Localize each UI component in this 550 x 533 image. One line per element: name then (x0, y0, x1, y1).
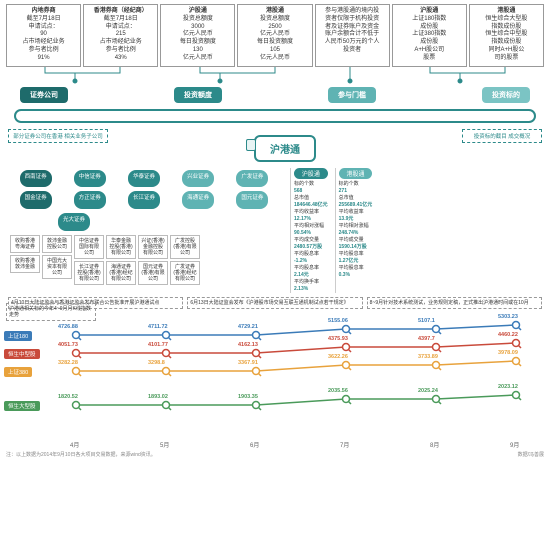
index-chart: 沪港通相关标的今年4~9月月K线指数走势上证1804726.884711.724… (6, 319, 544, 449)
brokers-tree: 西南证券中信证券华泰证券兴业证券广发证券国金证券方正证券长江证券海通证券国元证券… (4, 166, 284, 295)
data-point-label: 5155.06 (328, 318, 348, 324)
broker-pill: 华泰证券 (128, 170, 160, 188)
broker-pill: 中信证券 (74, 170, 106, 188)
data-point-label: 2025.24 (418, 388, 438, 394)
broker-sub: 华泰金融控股(香港)有限公司 (106, 235, 136, 259)
broker-pill: 广发证券 (236, 170, 268, 188)
footer-right: 数据/冯善展 (518, 451, 544, 458)
data-point-label: 3282.28 (58, 360, 78, 366)
timeline-note: 6月13日大陆证监会发布《沪港股市场交易互联互通机制试点若干规定》 (187, 297, 362, 309)
x-axis-label: 9月 (510, 440, 519, 449)
broker-pill: 兴业证券 (182, 170, 214, 188)
series-label: 上证380 (4, 367, 32, 377)
broker-pill: 长江证券 (128, 191, 160, 209)
broker-sub: 收购香港粤海证券 (10, 235, 40, 253)
data-point-label: 4101.77 (148, 342, 168, 348)
data-point-label: 1820.52 (58, 394, 78, 400)
broker-pill: 国金证券 (20, 191, 52, 209)
broker-sub: 广发证券(香港)经纪有限公司 (170, 261, 200, 285)
broker-sub: 中国光大资本有限公司 (42, 255, 72, 279)
x-axis-label: 8月 (430, 440, 439, 449)
data-point-label: 4397.7 (418, 336, 435, 342)
main-connector-bar (14, 109, 536, 123)
footer-left: 注：以上数据为2014年9月10日各大项目交易数据，来源wind资讯。 (6, 451, 156, 458)
top-box: 香港券商（经纪商）截至7月18日申请试点：215占市场经纪业务参与者比例43% (83, 4, 158, 67)
note-left: 部分证券公司在香港 相关业务子公司 (8, 129, 108, 143)
connector-top (0, 67, 550, 85)
broker-sub: 敦沛金融控股公司 (42, 235, 72, 253)
category-box: 证券公司 (20, 87, 68, 103)
top-box: 参与港股通的境内投资者仅限于机构投资者及证券账户及资金账户余额合计不低于人民币5… (315, 4, 390, 67)
top-box: 港股通恒生综合大型股指数成份股恒生综合中型股指数成份股同时A+H股公司的股票 (469, 4, 544, 67)
data-point-label: 3298.8 (148, 360, 165, 366)
x-axis-label: 7月 (340, 440, 349, 449)
broker-sub: 长江证券控股(香港)有限公司 (74, 261, 104, 285)
data-point-label: 4460.22 (498, 332, 518, 338)
series-label: 恒生中型股 (4, 349, 40, 359)
data-point-label: 4726.88 (58, 324, 78, 330)
broker-pill: 光大证券 (58, 213, 90, 231)
data-point-label: 2023.12 (498, 384, 518, 390)
series-label: 恒生大型股 (4, 401, 40, 411)
center-badge: 沪港通 (254, 135, 316, 162)
broker-pill: 国元证券 (236, 191, 268, 209)
data-point-label: 4711.72 (148, 324, 168, 330)
x-axis-label: 6月 (250, 440, 259, 449)
data-point-label: 1903.35 (238, 394, 258, 400)
data-point-label: 3622.26 (328, 354, 348, 360)
broker-sub: 国元证券(香港)有限公司 (138, 261, 168, 285)
stats-panel: 沪股通标的个数568总市值184646.48亿元平均收益率12.17%平均相对涨… (284, 166, 381, 295)
data-point-label: 3978.09 (498, 350, 518, 356)
top-box: 沪股通投资总额度3000亿元人民币每日投资额度130亿元人民币 (160, 4, 235, 67)
data-point-label: 3367.91 (238, 360, 258, 366)
series-label: 上证180 (4, 331, 32, 341)
category-box: 投资额度 (174, 87, 222, 103)
broker-pill: 西南证券 (20, 170, 52, 188)
broker-sub: 中信证券国际有限公司 (74, 235, 104, 259)
data-point-label: 5303.23 (498, 314, 518, 320)
data-point-label: 5107.1 (418, 318, 435, 324)
data-point-label: 3733.89 (418, 354, 438, 360)
x-axis-label: 4月 (70, 440, 79, 449)
data-point-label: 2035.56 (328, 388, 348, 394)
broker-pill: 海通证券 (182, 191, 214, 209)
data-point-label: 1893.02 (148, 394, 168, 400)
broker-pill: 方正证券 (74, 191, 106, 209)
category-box: 参与门槛 (328, 87, 376, 103)
broker-sub: 海通证券(香港)经纪有限公司 (106, 261, 136, 285)
category-box: 投资标的 (482, 87, 530, 103)
broker-sub: 广发控股(香港)有限公司 (170, 235, 200, 259)
note-right: 投资标的截目 成交概况 (462, 129, 542, 143)
data-point-label: 4375.93 (328, 336, 348, 342)
top-box: 港股通投资总额度2500亿元人民币每日投资额度105亿元人民币 (237, 4, 312, 67)
data-point-label: 4162.13 (238, 342, 258, 348)
timeline-note: 8~9月针对技术系统测试，业务规则定稿，正式推出沪港通时间或在10月 (367, 297, 542, 309)
data-point-label: 4051.73 (58, 342, 78, 348)
broker-sub: 兴证(香港)金融控股有限公司 (138, 235, 168, 259)
x-axis-label: 5月 (160, 440, 169, 449)
top-box: 沪股通上证180指数成份股上证380指数成份股A+H股公司股票 (392, 4, 467, 67)
top-box: 内地券商截至7月18日申请试点：90占市场经纪业务参与者比例91% (6, 4, 81, 67)
broker-sub: 收购香港敦沛金融 (10, 255, 40, 273)
data-point-label: 4729.21 (238, 324, 258, 330)
